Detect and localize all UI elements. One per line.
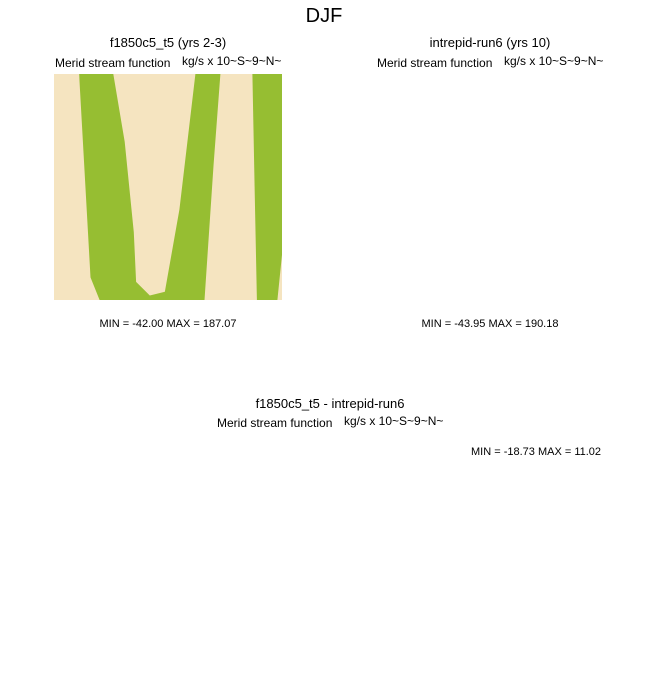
contour-region-eq-green: [163, 74, 221, 300]
panel1-units: kg/s x 10~S~9~N~: [182, 54, 282, 68]
panel2-left-label: Merid stream function: [377, 56, 493, 70]
panel2-title: intrepid-run6 (yrs 10): [429, 35, 551, 50]
panel1-left-label: Merid stream function: [55, 56, 171, 70]
panel3-title: f1850c5_t5 - intrepid-run6: [255, 396, 405, 411]
panel1-stats: MIN = -42.00 MAX = 187.07: [99, 318, 237, 330]
panel1-title: f1850c5_t5 (yrs 2-3): [109, 35, 227, 50]
panel3-left-label: Merid stream function: [217, 416, 333, 430]
panel2-stats: MIN = -43.95 MAX = 190.18: [421, 318, 559, 330]
panel1-plot: [54, 74, 282, 300]
figure-title: DJF: [305, 5, 343, 27]
panel3-stats: MIN = -18.73 MAX = 11.02: [471, 446, 602, 458]
contour-region-sh-green: [252, 74, 282, 300]
contour-region-nh-beige: [54, 74, 100, 300]
panel2-units: kg/s x 10~S~9~N~: [504, 54, 604, 68]
panel3-units: kg/s x 10~S~9~N~: [344, 414, 444, 428]
contour-region-nh-green: [79, 74, 168, 300]
